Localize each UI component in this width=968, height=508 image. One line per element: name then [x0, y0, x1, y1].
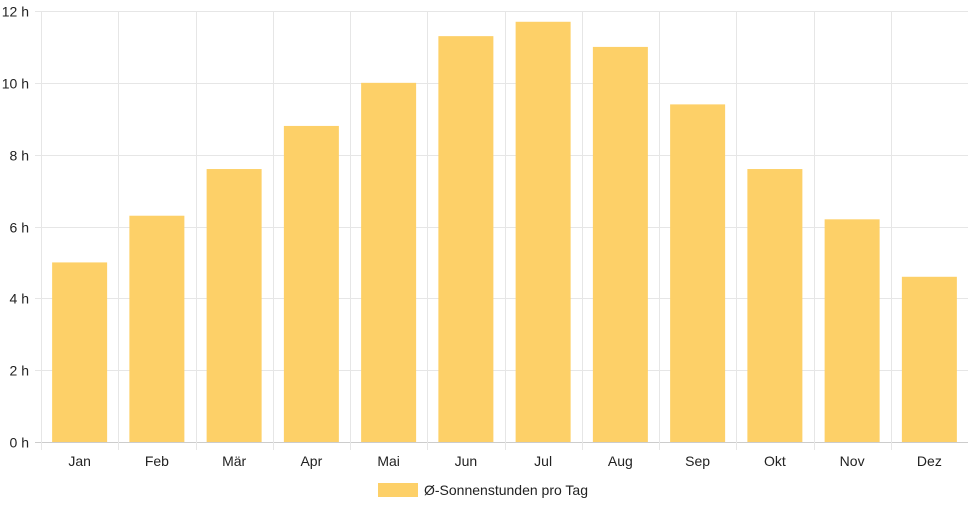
y-axis: 0 h 2 h 4 h 6 h 8 h 10 h 12 h — [2, 4, 29, 451]
grid — [35, 11, 968, 450]
y-tick-label: 10 h — [2, 76, 29, 92]
y-tick-label: 2 h — [10, 363, 29, 379]
legend-swatch — [378, 483, 418, 497]
legend[interactable]: Ø-Sonnenstunden pro Tag — [378, 482, 588, 498]
bar-nov — [824, 219, 880, 442]
x-tick-label: Mär — [222, 453, 246, 469]
x-tick-label: Mai — [377, 453, 400, 469]
legend-label[interactable]: Ø-Sonnenstunden pro Tag — [424, 482, 588, 498]
x-tick-label: Okt — [764, 453, 786, 469]
bar-jan — [52, 262, 108, 442]
x-tick-label: Apr — [300, 453, 322, 469]
x-tick-label: Aug — [608, 453, 633, 469]
bar-jul — [515, 21, 571, 443]
x-tick-label: Jul — [534, 453, 552, 469]
bar-jun — [438, 36, 494, 443]
y-tick-label: 12 h — [2, 4, 29, 20]
bar-okt — [747, 169, 803, 443]
bar-apr — [283, 125, 339, 442]
y-tick-label: 8 h — [10, 148, 29, 164]
y-tick-label: 4 h — [10, 291, 29, 307]
x-tick-label: Dez — [917, 453, 942, 469]
bar-sep — [670, 104, 726, 442]
x-tick-label: Feb — [145, 453, 169, 469]
bar-feb — [129, 215, 185, 442]
y-tick-label: 0 h — [10, 435, 29, 451]
bar-aug — [592, 46, 648, 443]
x-axis: Jan Feb Mär Apr Mai Jun Jul Aug Sep Okt Nov Dez — [68, 453, 941, 469]
bar-mär — [206, 169, 262, 443]
x-tick-label: Sep — [685, 453, 710, 469]
y-tick-label: 6 h — [10, 220, 29, 236]
x-tick-label: Nov — [840, 453, 865, 469]
bars — [52, 21, 957, 443]
x-tick-label: Jun — [455, 453, 478, 469]
bar-dez — [901, 276, 957, 442]
x-tick-label: Jan — [68, 453, 91, 469]
bar-mai — [361, 82, 417, 442]
